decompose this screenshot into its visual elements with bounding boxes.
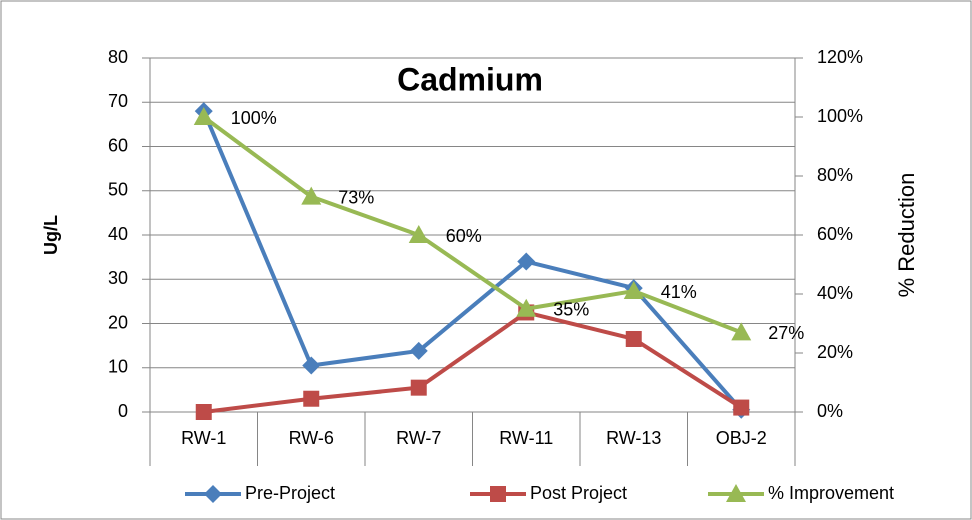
y2-tick-label: 120%	[817, 47, 863, 67]
data-label: 100%	[231, 108, 277, 128]
y2-tick-label: 0%	[817, 401, 843, 421]
marker	[623, 281, 644, 300]
y-tick-label: 50	[108, 180, 128, 200]
y-tick-label: 20	[108, 312, 128, 332]
marker	[302, 356, 321, 375]
marker	[195, 404, 212, 420]
x-tick-label: OBJ-2	[716, 428, 767, 448]
marker	[193, 107, 214, 125]
y-axis-label: Ug/L	[41, 215, 61, 255]
marker	[204, 485, 222, 503]
y-tick-label: 30	[108, 268, 128, 288]
data-label: 27%	[768, 323, 804, 343]
y-tick-label: 0	[118, 401, 128, 421]
marker	[731, 322, 752, 341]
y-tick-label: 60	[108, 135, 128, 155]
marker	[516, 298, 537, 317]
legend-label: Pre-Project	[245, 483, 335, 503]
y2-tick-label: 60%	[817, 224, 853, 244]
marker	[726, 484, 746, 502]
marker	[625, 330, 642, 347]
data-label: 41%	[661, 282, 697, 302]
legend-label: Post Project	[530, 483, 627, 503]
y-tick-label: 70	[108, 91, 128, 111]
data-label: 73%	[338, 187, 374, 207]
y-tick-label: 10	[108, 357, 128, 377]
marker	[408, 225, 429, 243]
series-line	[201, 110, 743, 412]
y2-tick-label: 40%	[817, 283, 853, 303]
y2-tick-label: 80%	[817, 165, 853, 185]
y2-axis-label: % Reduction	[894, 173, 919, 298]
marker	[490, 486, 506, 502]
y-tick-label: 80	[108, 47, 128, 67]
x-tick-label: RW-11	[499, 428, 553, 448]
y2-tick-label: 100%	[817, 106, 863, 126]
marker	[409, 341, 428, 360]
marker	[517, 252, 536, 271]
chart-title: Cadmium	[397, 61, 543, 97]
x-tick-label: RW-13	[606, 428, 661, 448]
marker	[301, 186, 322, 205]
x-tick-label: RW-1	[181, 428, 226, 448]
y-tick-label: 40	[108, 224, 128, 244]
x-tick-label: RW-7	[396, 428, 441, 448]
marker	[410, 379, 427, 396]
data-label: 60%	[446, 226, 482, 246]
marker	[733, 399, 750, 416]
data-label: 35%	[553, 300, 589, 320]
legend-label: % Improvement	[768, 483, 894, 503]
series-line	[203, 310, 743, 414]
series-line	[202, 115, 742, 335]
y2-tick-label: 20%	[817, 342, 853, 362]
marker	[303, 390, 320, 407]
x-tick-label: RW-6	[289, 428, 334, 448]
